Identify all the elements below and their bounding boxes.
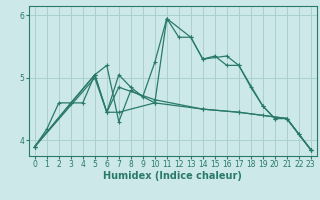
- X-axis label: Humidex (Indice chaleur): Humidex (Indice chaleur): [103, 171, 242, 181]
